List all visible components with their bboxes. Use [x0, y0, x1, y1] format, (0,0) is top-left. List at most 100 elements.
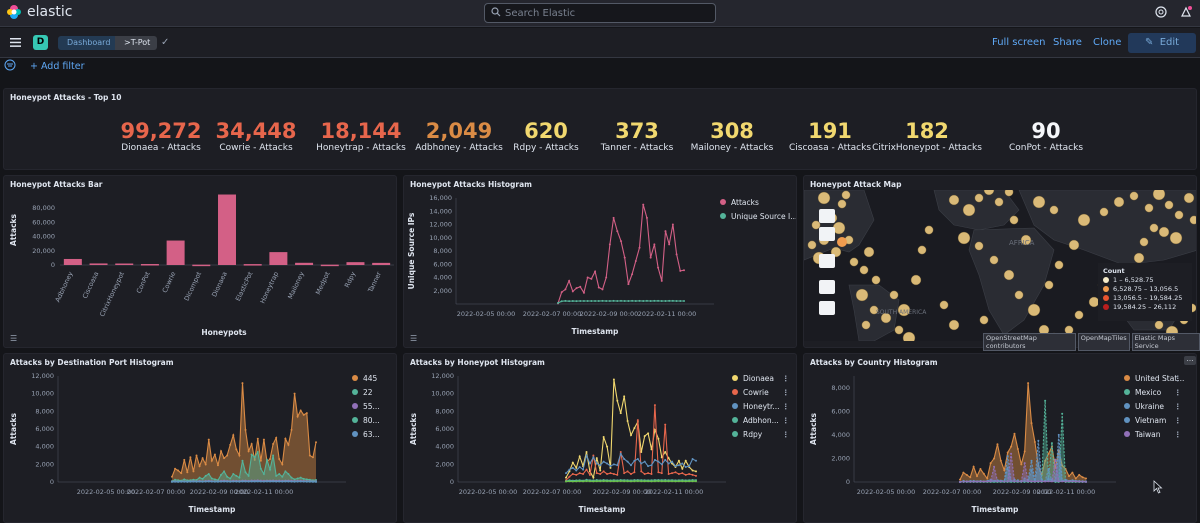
data-point[interactable] [1085, 477, 1087, 480]
data-point[interactable] [609, 466, 612, 469]
data-point[interactable] [667, 473, 670, 476]
data-point[interactable] [671, 480, 674, 483]
data-point[interactable] [660, 456, 663, 459]
data-point[interactable] [275, 480, 278, 483]
legend-item[interactable]: 63...⋮ [352, 427, 396, 441]
data-point[interactable] [571, 290, 574, 293]
data-point[interactable] [684, 459, 687, 462]
data-point[interactable] [602, 435, 605, 438]
data-point[interactable] [1078, 480, 1081, 483]
data-point[interactable] [965, 480, 968, 483]
legend-options-icon[interactable]: ⋮ [782, 429, 790, 439]
data-point[interactable] [174, 467, 177, 470]
data-point[interactable] [633, 471, 636, 474]
data-point[interactable] [195, 454, 198, 457]
data-point[interactable] [643, 435, 646, 438]
legend-options-icon[interactable]: ⋮ [1174, 415, 1182, 425]
data-point[interactable] [630, 473, 632, 476]
data-point[interactable] [238, 454, 241, 457]
data-point[interactable] [627, 299, 630, 302]
data-point[interactable] [259, 459, 262, 462]
data-point[interactable] [684, 473, 687, 476]
legend-item[interactable]: Vietnam ⋮ [1124, 413, 1182, 427]
data-point[interactable] [287, 473, 290, 476]
data-point[interactable] [192, 470, 195, 473]
full-screen-link[interactable]: Full screen [992, 37, 1046, 48]
data-point[interactable] [238, 480, 241, 483]
data-point[interactable] [186, 480, 189, 483]
data-point[interactable] [597, 286, 600, 289]
list-icon[interactable]: ☰ [10, 334, 18, 343]
data-point[interactable] [278, 458, 281, 461]
series-line[interactable] [171, 383, 317, 477]
data-point[interactable] [962, 471, 965, 474]
data-point[interactable] [232, 434, 235, 437]
data-point[interactable] [623, 256, 626, 259]
data-point[interactable] [650, 448, 653, 451]
data-point[interactable] [247, 480, 250, 483]
data-point[interactable] [1044, 399, 1047, 402]
data-point[interactable] [640, 480, 643, 483]
map-point[interactable] [1154, 320, 1164, 330]
data-point[interactable] [177, 469, 180, 472]
map-point[interactable] [837, 237, 847, 247]
data-point[interactable] [564, 299, 567, 302]
data-point[interactable] [623, 395, 626, 398]
attribution-link[interactable]: OpenStreetMap contributors [983, 333, 1076, 351]
data-point[interactable] [1023, 462, 1026, 465]
data-point[interactable] [982, 472, 985, 475]
data-point[interactable] [235, 474, 238, 477]
bar[interactable] [372, 262, 391, 265]
data-point[interactable] [976, 475, 979, 478]
data-point[interactable] [588, 462, 591, 465]
data-point[interactable] [599, 469, 602, 472]
data-point[interactable] [564, 288, 567, 291]
data-point[interactable] [691, 458, 694, 461]
map-point[interactable] [1044, 280, 1054, 290]
data-point[interactable] [582, 480, 585, 483]
legend-item[interactable]: 80...⋮ [352, 413, 396, 427]
data-point[interactable] [275, 436, 278, 439]
data-point[interactable] [585, 468, 588, 471]
data-point[interactable] [623, 458, 626, 461]
data-point[interactable] [186, 471, 189, 474]
data-point[interactable] [647, 465, 650, 468]
data-point[interactable] [972, 465, 975, 468]
data-point[interactable] [1030, 480, 1033, 483]
data-point[interactable] [183, 480, 186, 483]
data-point[interactable] [989, 462, 992, 465]
data-point[interactable] [575, 480, 578, 483]
map-point[interactable] [957, 231, 971, 245]
map-point[interactable] [902, 331, 916, 345]
data-point[interactable] [993, 457, 996, 460]
map-point[interactable] [1144, 203, 1154, 213]
data-point[interactable] [606, 473, 609, 476]
data-point[interactable] [595, 472, 598, 475]
data-point[interactable] [290, 476, 293, 479]
data-point[interactable] [244, 480, 247, 483]
data-point[interactable] [311, 456, 314, 459]
data-point[interactable] [210, 477, 213, 480]
data-point[interactable] [1071, 480, 1074, 483]
zoom-out-icon[interactable] [819, 227, 835, 241]
data-point[interactable] [606, 445, 609, 448]
data-point[interactable] [578, 480, 581, 483]
data-point[interactable] [578, 455, 581, 458]
map-point[interactable] [939, 300, 949, 310]
data-point[interactable] [595, 462, 598, 465]
data-point[interactable] [657, 460, 660, 463]
data-point[interactable] [599, 464, 602, 467]
data-point[interactable] [571, 466, 574, 469]
map-point[interactable] [1003, 269, 1015, 281]
data-point[interactable] [660, 299, 663, 302]
attribution-link[interactable]: OpenMapTiles [1077, 333, 1130, 351]
data-point[interactable] [965, 473, 968, 476]
data-point[interactable] [253, 458, 256, 461]
data-point[interactable] [590, 299, 593, 302]
data-point[interactable] [626, 480, 629, 483]
data-point[interactable] [223, 457, 226, 460]
data-point[interactable] [592, 476, 595, 479]
data-point[interactable] [575, 300, 578, 303]
map-point[interactable] [1020, 234, 1032, 246]
data-point[interactable] [623, 480, 626, 483]
